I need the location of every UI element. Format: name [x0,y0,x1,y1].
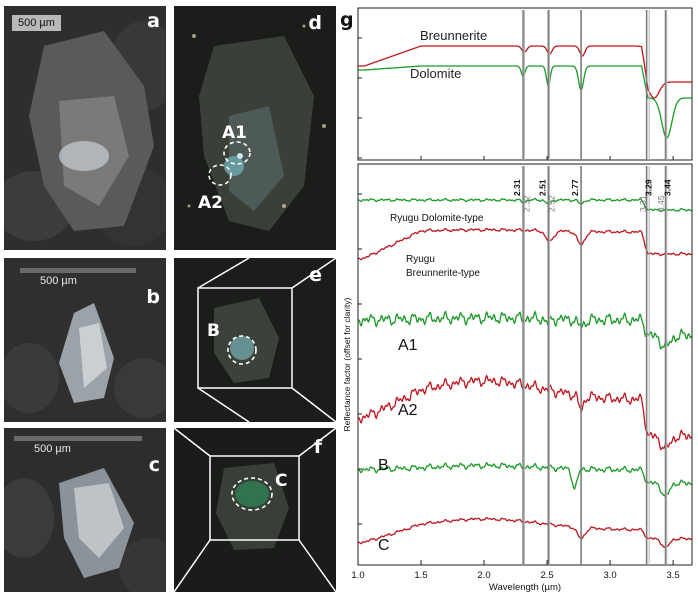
x-tick-label: 1.5 [414,570,427,581]
reference-label-breunnerite: Breunnerite [420,28,487,43]
panel-c-image: 500 µm c [4,428,166,592]
region-label-a1: A1 [222,123,247,143]
series-label: Ryugu Dolomite-type [390,213,484,224]
series-label: Ryugu [406,254,435,265]
reference-line-label: 2.31 [512,179,522,196]
reference-label-dolomite: Dolomite [410,66,461,81]
panel-e-image: B e [174,258,336,422]
scale-bar [14,436,142,441]
panel-a-image: 500 µm a [4,6,166,250]
x-tick-label: 3.0 [603,570,616,581]
panel-f-image: C f [174,428,336,592]
x-tick-label: 3.5 [666,570,679,581]
x-tick-label: 1.0 [351,570,364,581]
panel-label: e [309,264,322,286]
spectral-map-f: C [174,428,336,592]
reference-line-label: 3.45 [656,195,666,212]
dolomite-reference-line [358,65,692,139]
reference-line-label: 2.52 [547,195,557,212]
series-label: C [378,537,390,554]
reference-line-label: 3.29 [644,179,654,196]
panel-d-image: A1 A2 d [174,6,336,250]
region-label-c: C [275,471,287,491]
panel-b-image: 500 µm b [4,258,166,422]
reference-line-label: 2.77 [570,179,580,196]
scale-bar-label: 500 µm [12,15,61,31]
series-label: B [378,457,389,474]
panel-label: b [146,286,160,308]
reference-plot-frame [357,7,693,161]
panel-label: d [308,12,322,34]
sample-plot-frame [357,163,693,566]
scale-bar [20,268,136,273]
series-line-ryugu-dolomite-type [358,197,693,213]
grain-a-image [4,6,166,250]
grain-c-image [4,428,166,592]
x-axis-label: Wavelength (µm) [489,582,561,593]
region-label-b: B [207,321,220,341]
series-line-a1 [358,310,693,350]
scale-bar-label: 500 µm [40,275,77,287]
series-label: A1 [398,337,418,354]
grain-b-image [4,258,166,422]
x-tick-label: 2.0 [477,570,490,581]
spectral-map-d: A1 A2 [174,6,336,250]
series-line-b [358,461,693,497]
region-label-a2: A2 [198,193,223,213]
series-line-ryugu-breunnerite-type [358,227,693,261]
reference-line-label: 2.32 [521,195,531,212]
panel-label: c [148,454,160,476]
series-label: A2 [398,402,418,419]
reference-line-label: 3.31 [638,195,648,212]
panel-label: a [147,10,160,32]
series-line-c [358,516,693,548]
breunnerite-reference-line [358,45,692,99]
scale-bar-label: 500 µm [34,443,71,455]
series-line-a2 [357,374,693,451]
spectral-map-e: B [174,258,336,422]
panel-label: f [313,436,322,458]
y-axis-label: Reflectance factor (offset for clarity) [342,297,352,431]
reference-line-label: 3.44 [663,179,673,196]
x-tick-label: 2.5 [540,570,553,581]
reference-line-label: 2.51 [537,179,547,196]
series-label: Breunnerite-type [406,268,480,279]
panel-label: g [340,9,354,31]
